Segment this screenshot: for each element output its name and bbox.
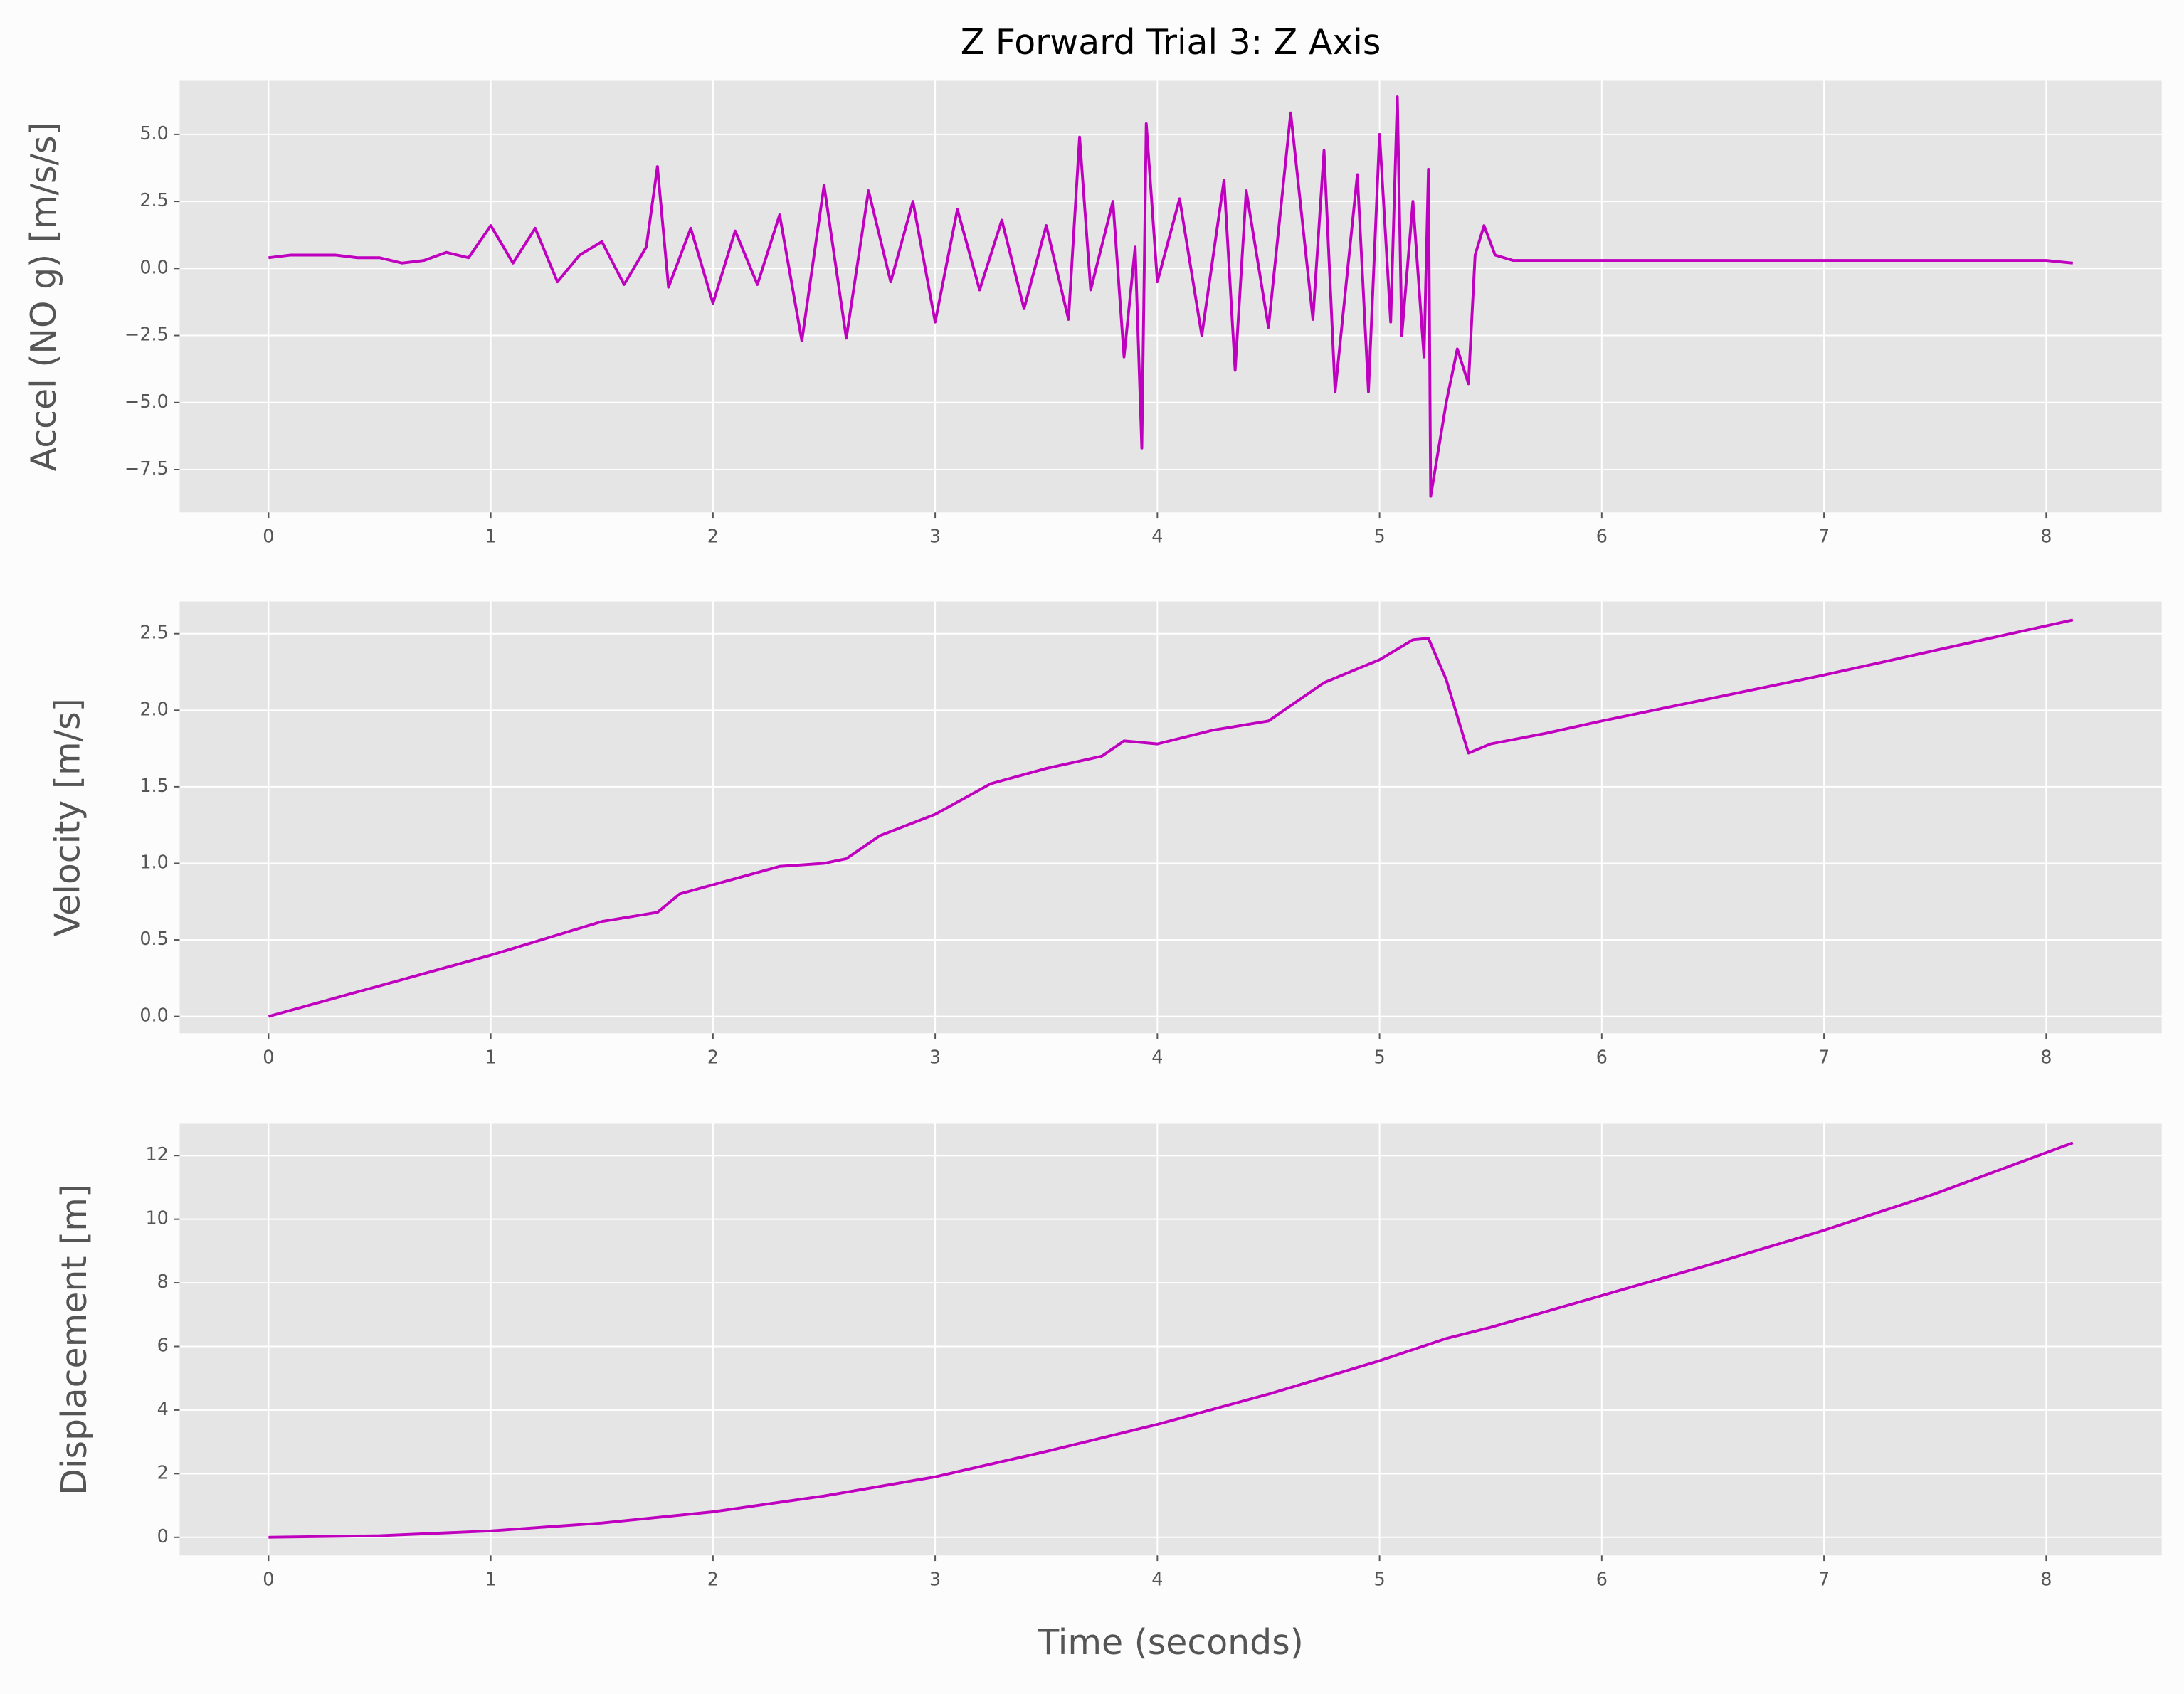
y-tick-label: 2.0 <box>139 698 168 719</box>
y-tick-label: 0.0 <box>139 256 168 277</box>
x-tick-label: 0 <box>263 526 274 547</box>
x-tick-label: 1 <box>485 1047 497 1068</box>
y-tick-label: −2.5 <box>125 324 169 345</box>
y-tick-label: −5.0 <box>125 391 169 412</box>
y-tick-label: 4 <box>157 1398 169 1419</box>
y-tick-label: 2.5 <box>139 622 168 643</box>
chart-title: Z Forward Trial 3: Z Axis <box>961 22 1381 63</box>
data-line <box>268 618 2074 1018</box>
x-tick-label: 0 <box>263 1568 274 1589</box>
plot-area <box>179 1123 2162 1556</box>
x-tick-label: 0 <box>263 1047 274 1068</box>
y-axis-label: Velocity [m/s] <box>47 698 88 936</box>
y-axis-label: Accel (NO g) [m/s/s] <box>23 122 64 471</box>
plot-area <box>179 80 2162 513</box>
x-tick-label: 4 <box>1151 1568 1163 1589</box>
y-tick-label: 0 <box>157 1525 169 1547</box>
x-tick-label: 8 <box>2040 1568 2052 1589</box>
x-tick-label: 7 <box>1818 1047 1830 1068</box>
x-tick-label: 8 <box>2040 1047 2052 1068</box>
x-tick-label: 7 <box>1818 1568 1830 1589</box>
x-tick-label: 7 <box>1818 526 1830 547</box>
y-tick-label: 0.5 <box>139 928 168 949</box>
data-line <box>268 95 2073 498</box>
x-axis-label: Time (seconds) <box>1037 1622 1303 1663</box>
y-tick-label: 1.0 <box>139 851 168 872</box>
x-tick-label: 4 <box>1151 526 1163 547</box>
x-tick-label: 6 <box>1596 1568 1608 1589</box>
y-tick-label: 6 <box>157 1334 169 1355</box>
x-tick-label: 1 <box>485 1568 497 1589</box>
x-tick-label: 5 <box>1373 526 1385 547</box>
x-tick-label: 3 <box>929 526 941 547</box>
y-tick-label: 5.0 <box>139 122 168 144</box>
x-tick-label: 3 <box>929 1047 941 1068</box>
y-tick-label: 2.5 <box>139 189 168 211</box>
x-tick-label: 6 <box>1596 526 1608 547</box>
x-tick-label: 5 <box>1373 1047 1385 1068</box>
x-tick-label: 6 <box>1596 1047 1608 1068</box>
x-tick-label: 5 <box>1373 1568 1385 1589</box>
y-tick-label: 0.0 <box>139 1005 168 1026</box>
x-tick-label: 8 <box>2040 526 2052 547</box>
y-tick-label: 12 <box>145 1143 168 1165</box>
y-tick-label: 8 <box>157 1271 169 1292</box>
y-tick-label: 10 <box>145 1207 168 1229</box>
x-tick-label: 2 <box>707 1047 719 1068</box>
y-tick-label: −7.5 <box>125 457 169 479</box>
x-tick-label: 2 <box>707 526 719 547</box>
x-tick-label: 3 <box>929 1568 941 1589</box>
y-axis-label: Displacement [m] <box>54 1184 95 1496</box>
data-line <box>268 1141 2074 1539</box>
x-tick-label: 1 <box>485 526 497 547</box>
x-tick-label: 4 <box>1151 1047 1163 1068</box>
x-tick-label: 2 <box>707 1568 719 1589</box>
y-tick-label: 2 <box>157 1461 169 1483</box>
y-tick-label: 1.5 <box>139 775 168 796</box>
